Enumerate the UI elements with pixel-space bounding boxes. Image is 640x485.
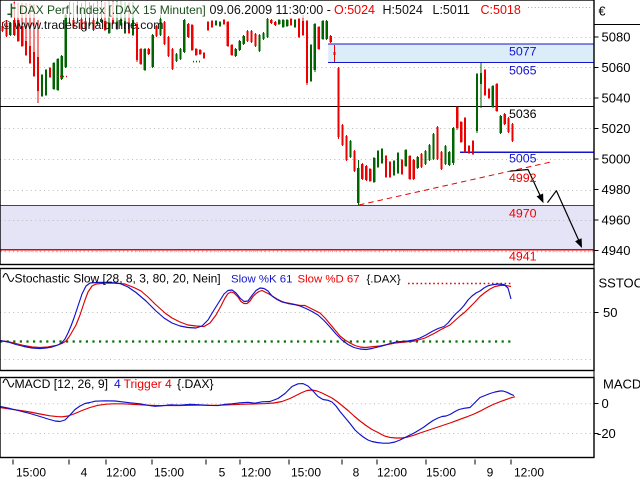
svg-text:15:00: 15:00 xyxy=(16,466,46,480)
svg-text:15:00: 15:00 xyxy=(291,466,321,480)
svg-text:5040: 5040 xyxy=(602,90,631,105)
svg-text:15:00: 15:00 xyxy=(426,466,456,480)
svg-text:H:5024: H:5024 xyxy=(383,3,423,17)
svg-text:MACD: MACD xyxy=(603,377,640,392)
svg-text:5036: 5036 xyxy=(509,107,537,121)
svg-text:09.06.2009 11:30:00 -: 09.06.2009 11:30:00 - xyxy=(210,3,331,17)
svg-text:5080: 5080 xyxy=(602,29,631,44)
svg-text:€: € xyxy=(599,5,606,19)
svg-text:9: 9 xyxy=(487,466,494,480)
svg-text:{.DAX}: {.DAX} xyxy=(367,273,401,285)
svg-text:Stochastic Slow [28, 8, 3, 80,: Stochastic Slow [28, 8, 3, 80, 20, Nein] xyxy=(15,271,221,285)
svg-text:Slow %K 61: Slow %K 61 xyxy=(231,273,292,285)
svg-text:Slow %D 67: Slow %D 67 xyxy=(298,273,360,285)
svg-text:4980: 4980 xyxy=(602,182,631,197)
svg-text:8: 8 xyxy=(353,466,360,480)
svg-text:15:00: 15:00 xyxy=(154,466,184,480)
svg-text:5060: 5060 xyxy=(602,60,631,75)
svg-text:C:5018: C:5018 xyxy=(481,3,521,17)
svg-text:-20: -20 xyxy=(597,426,616,441)
svg-text:4: 4 xyxy=(114,377,121,391)
svg-text:© www.tradesignalonline.com: © www.tradesignalonline.com xyxy=(2,18,163,32)
svg-text:50: 50 xyxy=(603,305,617,320)
svg-text:{.DAX}: {.DAX} xyxy=(177,377,214,391)
svg-text:5077: 5077 xyxy=(509,44,537,58)
svg-text:12:00: 12:00 xyxy=(377,466,407,480)
svg-text:O:5024: O:5024 xyxy=(334,3,375,17)
svg-text:MACD [12, 26, 9]: MACD [12, 26, 9] xyxy=(15,377,108,391)
svg-text:DAX Perf. Index [.DAX 15 Minut: DAX Perf. Index [.DAX 15 Minuten] xyxy=(19,3,206,17)
svg-text:12:00: 12:00 xyxy=(106,466,136,480)
svg-text:L:5011: L:5011 xyxy=(433,3,470,17)
svg-text:5: 5 xyxy=(219,466,226,480)
svg-text:12:00: 12:00 xyxy=(514,466,544,480)
svg-text:4: 4 xyxy=(81,466,88,480)
svg-text:5020: 5020 xyxy=(602,121,631,136)
svg-text:Trigger 4: Trigger 4 xyxy=(124,377,173,391)
svg-text:SSTOCH: SSTOCH xyxy=(599,276,640,291)
svg-text:4941: 4941 xyxy=(509,249,537,263)
svg-text:0: 0 xyxy=(602,396,609,411)
svg-text:12:00: 12:00 xyxy=(241,466,271,480)
svg-text:4970: 4970 xyxy=(509,207,537,221)
svg-text:5065: 5065 xyxy=(509,63,537,77)
svg-text:5000: 5000 xyxy=(602,152,631,167)
svg-text:4992: 4992 xyxy=(509,171,537,185)
svg-text:4940: 4940 xyxy=(602,243,631,258)
svg-text:4960: 4960 xyxy=(602,213,631,228)
svg-text:5005: 5005 xyxy=(509,152,537,166)
